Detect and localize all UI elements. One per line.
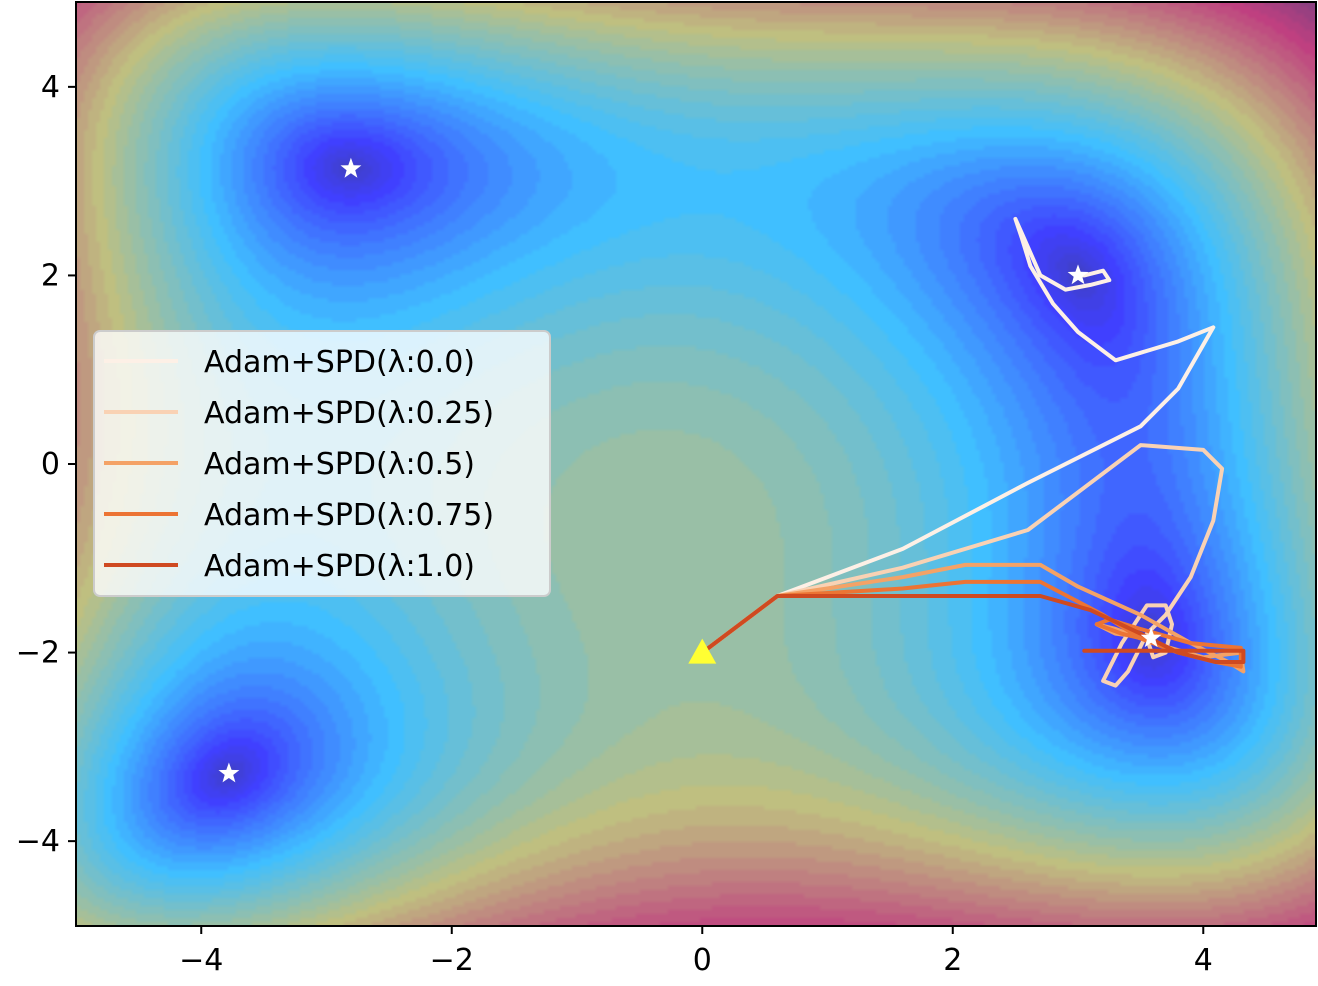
trajectory-layer — [700, 216, 1246, 688]
legend-box — [93, 330, 551, 597]
y-tick-label: 4 — [41, 70, 60, 105]
x-tick-label: 0 — [693, 943, 712, 978]
minimum-star-icon-2 — [218, 762, 240, 783]
legend-label-1: Adam+SPD(λ:0.25) — [204, 396, 494, 431]
legend-label-3: Adam+SPD(λ:0.75) — [204, 498, 494, 533]
y-tick-label: −4 — [16, 824, 60, 859]
legend-label-2: Adam+SPD(λ:0.5) — [204, 447, 475, 482]
y-tick-label: −2 — [16, 636, 60, 671]
x-tick-label: −2 — [430, 943, 474, 978]
y-tick-label: 0 — [41, 447, 60, 482]
axes: −4 −2 0 2 4 −4 −2 0 2 4 — [16, 70, 1213, 978]
minimum-star-icon-1 — [1067, 264, 1089, 285]
minimum-star-icon-3 — [1140, 627, 1162, 648]
y-tick-label: 2 — [41, 258, 60, 293]
legend-label-0: Adam+SPD(λ:0.0) — [204, 345, 475, 380]
x-tick-label: 4 — [1194, 943, 1213, 978]
start-triangle-icon — [688, 638, 717, 664]
series-line-0 — [700, 216, 1216, 655]
marker-layer — [218, 157, 1162, 783]
minimum-star-icon-0 — [340, 157, 362, 178]
legend-label-4: Adam+SPD(λ:1.0) — [204, 549, 475, 584]
legend: Adam+SPD(λ:0.0) Adam+SPD(λ:0.25) Adam+SPD(… — [93, 330, 551, 597]
x-tick-label: −4 — [179, 943, 223, 978]
series-line-4 — [700, 594, 1246, 664]
x-tick-label: 2 — [943, 943, 962, 978]
